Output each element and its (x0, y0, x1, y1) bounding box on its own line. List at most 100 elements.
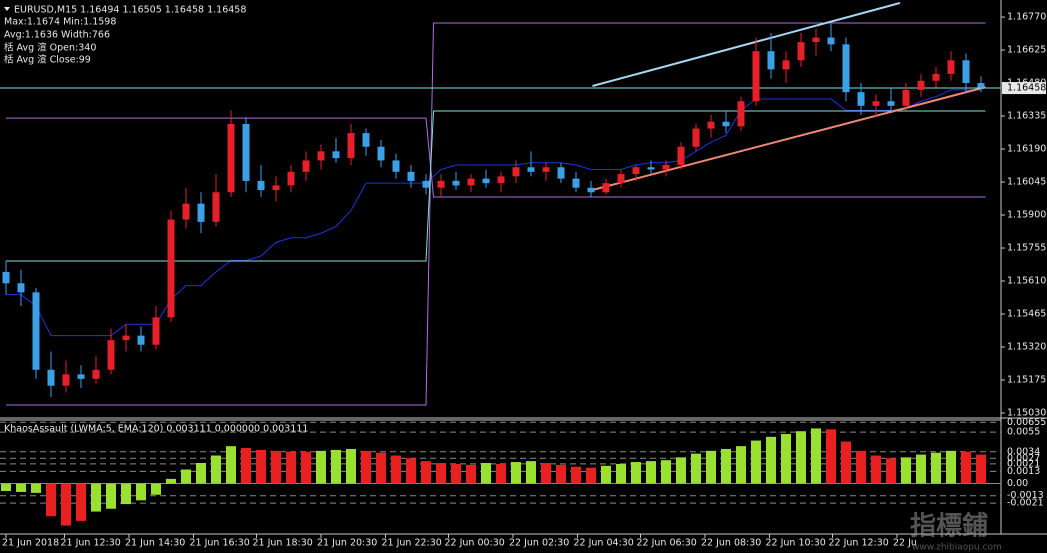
annotation: Avg:1.1636 Width:766 (4, 30, 110, 41)
candle-body (872, 101, 880, 106)
candle-body (362, 133, 370, 147)
candle-body (137, 335, 145, 345)
candle-body (347, 133, 355, 159)
candle-body (212, 192, 220, 222)
histogram-bar (781, 434, 791, 484)
price-label-box (1002, 82, 1046, 95)
histogram-bar (736, 446, 746, 484)
candle-body (797, 42, 805, 61)
histogram-bar (886, 458, 896, 484)
candle-body (917, 80, 925, 90)
watermark-url: www.zhibiaopu.com (912, 543, 1002, 553)
histogram-bar (31, 483, 41, 493)
histogram-bar (631, 462, 641, 484)
candle-body (32, 292, 40, 370)
histogram-bar (451, 463, 461, 484)
x-tick-label: 21 Jun 20:30 (317, 538, 377, 549)
indicator-line (6, 117, 986, 198)
histogram-bar (196, 462, 206, 484)
candle-body (2, 271, 10, 284)
candle-body (527, 167, 535, 172)
candle-body (62, 374, 70, 386)
y-tick-label: 1.16770 (1007, 12, 1046, 23)
x-tick-label: 22 Jun 10:30 (766, 538, 826, 549)
histogram-bar (901, 457, 911, 484)
candle-body (107, 340, 115, 370)
candle-body (437, 180, 445, 188)
x-tick-label: 22 Jun 12:30 (829, 538, 889, 549)
histogram-bar (241, 448, 251, 484)
candle-body (947, 60, 955, 74)
histogram-bar (856, 450, 866, 484)
histogram-bar (691, 453, 701, 484)
price-label: 1.16458 (1007, 83, 1046, 94)
candle-body (497, 176, 505, 184)
candle-body (827, 37, 835, 45)
y-tick-label: 0.0021 (1007, 458, 1040, 469)
candle-body (647, 167, 655, 170)
candle-body (467, 178, 475, 186)
histogram-bar (946, 450, 956, 484)
candle-body (632, 167, 640, 175)
histogram-bar (181, 469, 191, 484)
y-tick-label: 1.16625 (1007, 45, 1046, 56)
histogram-bar (361, 450, 371, 484)
candle-body (887, 101, 895, 106)
x-tick-label: 21 Jun 22:30 (382, 538, 442, 549)
histogram-bar (541, 462, 551, 484)
histogram-bar (376, 452, 386, 484)
candle-body (377, 146, 385, 161)
histogram-bar (1, 483, 11, 492)
candle-body (737, 101, 745, 127)
histogram-bar (211, 455, 221, 484)
candle-body (602, 183, 610, 193)
candle-body (932, 73, 940, 81)
histogram-bar (286, 451, 296, 484)
candle-body (47, 369, 55, 386)
candle-body (812, 37, 820, 43)
y-tick-label: -0.0021 (1007, 498, 1044, 509)
histogram-bar (661, 460, 671, 484)
x-tick-label: 22 Ju (893, 538, 917, 549)
histogram-bar (841, 441, 851, 484)
annotation: 栝 Avg 渲 Close:99 (4, 54, 91, 66)
menu-arrow[interactable] (4, 7, 10, 11)
x-tick-label: 22 Jun 04:30 (574, 538, 634, 549)
histogram-bar (151, 483, 161, 495)
candle-body (122, 335, 130, 341)
candle-body (287, 171, 295, 186)
histogram-bar (616, 463, 626, 484)
candle-body (257, 180, 265, 190)
indicator-line (6, 22, 986, 406)
indicator-line (592, 86, 986, 191)
candle-body (17, 283, 25, 293)
histogram-bar (136, 483, 146, 501)
histogram-bar (496, 463, 506, 484)
histogram-bar (121, 483, 131, 505)
histogram-bar (466, 464, 476, 484)
histogram-bar (571, 466, 581, 484)
candle-body (452, 180, 460, 186)
candle-body (662, 164, 670, 170)
histogram-bar (481, 462, 491, 484)
histogram-bar (226, 446, 236, 484)
y-tick-label: 1.15465 (1007, 309, 1046, 320)
x-tick-label: 21 Jun 18:30 (253, 538, 313, 549)
histogram-bar (601, 465, 611, 484)
x-tick-label: 22 Jun 02:30 (509, 538, 569, 549)
x-tick-label: 22 Jun 00:30 (445, 538, 505, 549)
candle-body (392, 160, 400, 172)
histogram-bar (826, 429, 836, 484)
watermark: 指標鋪 (910, 511, 988, 542)
histogram-bar (256, 449, 266, 484)
histogram-bar (721, 448, 731, 484)
histogram-bar (511, 462, 521, 484)
histogram-bar (331, 449, 341, 484)
histogram-bar (931, 452, 941, 484)
candle-body (782, 60, 790, 70)
candle-body (512, 167, 520, 177)
candle-body (572, 178, 580, 188)
candle-body (197, 203, 205, 222)
histogram-bar (61, 483, 71, 526)
